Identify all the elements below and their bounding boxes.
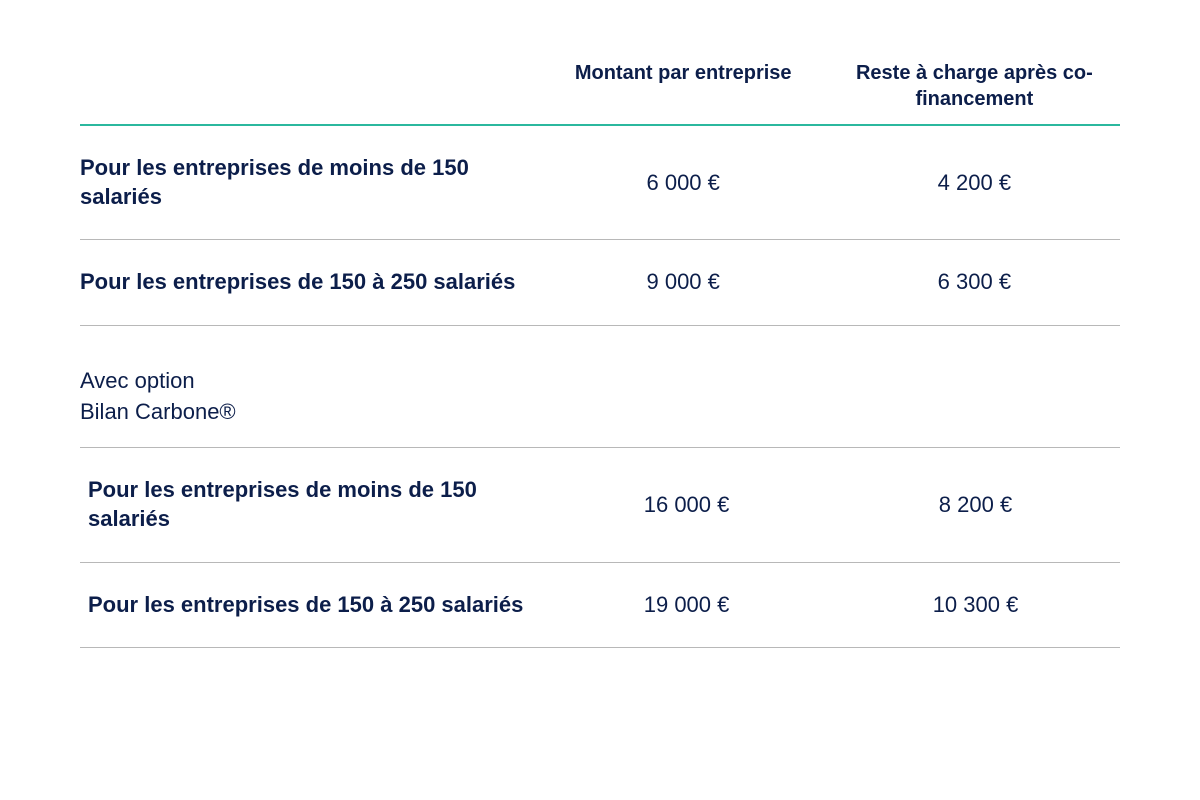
row-amount-text: 6 000 € (538, 170, 829, 196)
row-desc-cell: Pour les entreprises de 150 à 250 salari… (80, 268, 538, 297)
header-col-empty (80, 60, 538, 112)
row-remaining-cell: 6 300 € (829, 269, 1120, 295)
row-desc-cell: Pour les entreprises de moins de 150 sal… (88, 476, 542, 533)
row-amount-cell: 19 000 € (542, 592, 831, 618)
row-amount-cell: 6 000 € (538, 170, 829, 196)
header-col-amount: Montant par entreprise (538, 60, 829, 112)
table-row: Pour les entreprises de 150 à 250 salari… (80, 563, 1120, 649)
row-desc-cell: Pour les entreprises de 150 à 250 salari… (88, 591, 542, 620)
row-desc-text: Pour les entreprises de 150 à 250 salari… (88, 591, 542, 620)
table-header-row: Montant par entreprise Reste à charge ap… (80, 60, 1120, 126)
row-amount-text: 16 000 € (542, 492, 831, 518)
section-label-text: Avec option Bilan Carbone® (80, 366, 1120, 428)
row-remaining-cell: 8 200 € (831, 492, 1120, 518)
row-amount-text: 19 000 € (542, 592, 831, 618)
row-amount-cell: 9 000 € (538, 269, 829, 295)
table-section-carbone: Pour les entreprises de moins de 150 sal… (80, 448, 1120, 648)
table-row: Pour les entreprises de moins de 150 sal… (80, 448, 1120, 562)
header-amount-label: Montant par entreprise (538, 60, 829, 86)
row-amount-cell: 16 000 € (542, 492, 831, 518)
row-remaining-text: 10 300 € (831, 592, 1120, 618)
table-row: Pour les entreprises de moins de 150 sal… (80, 126, 1120, 240)
row-desc-cell: Pour les entreprises de moins de 150 sal… (80, 154, 538, 211)
row-remaining-cell: 4 200 € (829, 170, 1120, 196)
row-remaining-text: 4 200 € (829, 170, 1120, 196)
row-amount-text: 9 000 € (538, 269, 829, 295)
row-desc-text: Pour les entreprises de 150 à 250 salari… (80, 268, 538, 297)
pricing-table: Montant par entreprise Reste à charge ap… (80, 60, 1120, 648)
row-remaining-text: 6 300 € (829, 269, 1120, 295)
section-label-row: Avec option Bilan Carbone® (80, 326, 1120, 449)
table-section-basic: Pour les entreprises de moins de 150 sal… (80, 126, 1120, 326)
table-row: Pour les entreprises de 150 à 250 salari… (80, 240, 1120, 326)
row-desc-text: Pour les entreprises de moins de 150 sal… (88, 476, 542, 533)
row-desc-text: Pour les entreprises de moins de 150 sal… (80, 154, 538, 211)
header-remaining-label: Reste à charge après co-financement (829, 60, 1120, 112)
header-col-remaining: Reste à charge après co-financement (829, 60, 1120, 112)
row-remaining-cell: 10 300 € (831, 592, 1120, 618)
row-remaining-text: 8 200 € (831, 492, 1120, 518)
